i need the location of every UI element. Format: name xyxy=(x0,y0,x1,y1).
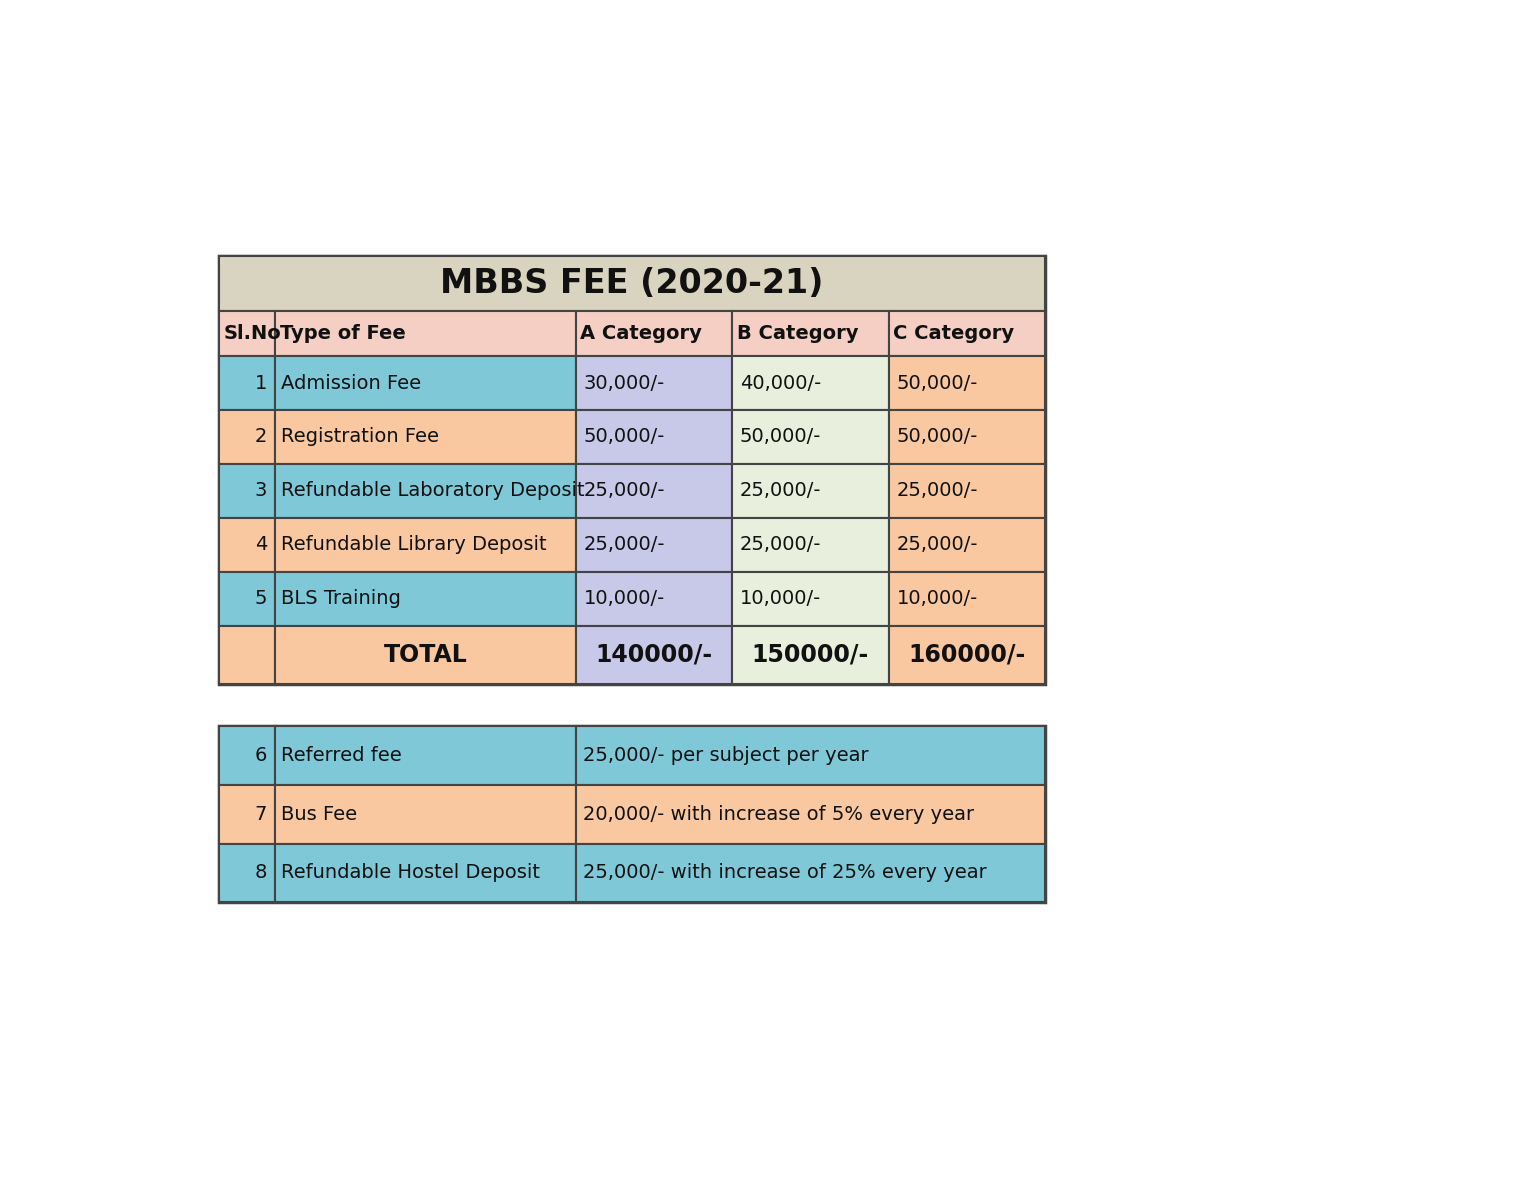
Bar xyxy=(220,256,1044,685)
Bar xyxy=(275,517,576,571)
Text: Sl.No: Sl.No xyxy=(224,325,281,343)
Text: 140000/-: 140000/- xyxy=(596,642,713,666)
Bar xyxy=(220,727,1044,902)
Text: 30,000/-: 30,000/- xyxy=(584,374,665,392)
Bar xyxy=(889,312,1044,356)
Text: Refundable Laboratory Deposit: Refundable Laboratory Deposit xyxy=(281,481,585,500)
Text: 10,000/-: 10,000/- xyxy=(584,589,665,609)
Text: 25,000/-: 25,000/- xyxy=(897,535,978,555)
Bar xyxy=(733,626,889,685)
Bar xyxy=(220,517,275,571)
Bar xyxy=(733,356,889,410)
Bar xyxy=(576,517,733,571)
Text: 4: 4 xyxy=(255,535,267,555)
Text: 50,000/-: 50,000/- xyxy=(584,427,665,446)
Bar xyxy=(220,256,1044,312)
Bar xyxy=(220,727,275,786)
Text: 1: 1 xyxy=(255,374,267,392)
Text: 50,000/-: 50,000/- xyxy=(740,427,822,446)
Text: 6: 6 xyxy=(255,746,267,765)
Text: 50,000/-: 50,000/- xyxy=(897,374,978,392)
Text: Refundable Library Deposit: Refundable Library Deposit xyxy=(281,535,547,555)
Bar xyxy=(275,843,576,902)
Bar xyxy=(889,626,1044,685)
Text: 50,000/-: 50,000/- xyxy=(897,427,978,446)
Bar xyxy=(220,464,275,517)
Text: Refundable Hostel Deposit: Refundable Hostel Deposit xyxy=(281,864,541,882)
Text: C Category: C Category xyxy=(894,325,1014,343)
Text: 25,000/-: 25,000/- xyxy=(584,481,665,500)
Bar xyxy=(576,727,1044,786)
Text: 160000/-: 160000/- xyxy=(908,642,1025,666)
Bar xyxy=(733,464,889,517)
Bar xyxy=(275,464,576,517)
Bar xyxy=(275,571,576,626)
Text: 10,000/-: 10,000/- xyxy=(897,589,978,609)
Bar xyxy=(576,312,733,356)
Text: Referred fee: Referred fee xyxy=(281,746,402,765)
Bar xyxy=(733,571,889,626)
Text: 25,000/-: 25,000/- xyxy=(584,535,665,555)
Text: 7: 7 xyxy=(255,805,267,824)
Text: BLS Training: BLS Training xyxy=(281,589,401,609)
Bar xyxy=(220,626,275,685)
Bar xyxy=(576,410,733,464)
Text: 10,000/-: 10,000/- xyxy=(740,589,822,609)
Bar xyxy=(275,312,576,356)
Text: 40,000/-: 40,000/- xyxy=(740,374,822,392)
Bar xyxy=(576,571,733,626)
Text: Admission Fee: Admission Fee xyxy=(281,374,421,392)
Bar xyxy=(220,843,275,902)
Bar xyxy=(733,410,889,464)
Bar xyxy=(576,356,733,410)
Bar xyxy=(220,356,275,410)
Bar xyxy=(889,356,1044,410)
Bar xyxy=(576,464,733,517)
Bar xyxy=(889,571,1044,626)
Text: 20,000/- with increase of 5% every year: 20,000/- with increase of 5% every year xyxy=(584,805,974,824)
Bar xyxy=(733,312,889,356)
Bar xyxy=(733,517,889,571)
Text: 2: 2 xyxy=(255,427,267,446)
Text: Type of Fee: Type of Fee xyxy=(280,325,406,343)
Text: A Category: A Category xyxy=(581,325,702,343)
Bar xyxy=(889,464,1044,517)
Text: TOTAL: TOTAL xyxy=(384,642,467,666)
Bar xyxy=(220,410,275,464)
Bar xyxy=(220,786,275,843)
Text: 25,000/-: 25,000/- xyxy=(740,481,822,500)
Text: B Category: B Category xyxy=(737,325,859,343)
Bar xyxy=(889,410,1044,464)
Bar xyxy=(275,626,576,685)
Bar xyxy=(275,727,576,786)
Bar xyxy=(275,410,576,464)
Bar xyxy=(220,312,275,356)
Text: 150000/-: 150000/- xyxy=(751,642,869,666)
Text: 25,000/- per subject per year: 25,000/- per subject per year xyxy=(584,746,869,765)
Bar xyxy=(220,571,275,626)
Bar xyxy=(576,626,733,685)
Text: Registration Fee: Registration Fee xyxy=(281,427,439,446)
Bar xyxy=(889,517,1044,571)
Text: MBBS FEE (2020-21): MBBS FEE (2020-21) xyxy=(441,267,823,301)
Bar xyxy=(576,843,1044,902)
Text: 25,000/- with increase of 25% every year: 25,000/- with increase of 25% every year xyxy=(584,864,988,882)
Bar xyxy=(576,786,1044,843)
Text: 25,000/-: 25,000/- xyxy=(740,535,822,555)
Text: 8: 8 xyxy=(255,864,267,882)
Bar xyxy=(275,356,576,410)
Text: 3: 3 xyxy=(255,481,267,500)
Bar xyxy=(275,786,576,843)
Text: 5: 5 xyxy=(255,589,267,609)
Text: Bus Fee: Bus Fee xyxy=(281,805,358,824)
Text: 25,000/-: 25,000/- xyxy=(897,481,978,500)
